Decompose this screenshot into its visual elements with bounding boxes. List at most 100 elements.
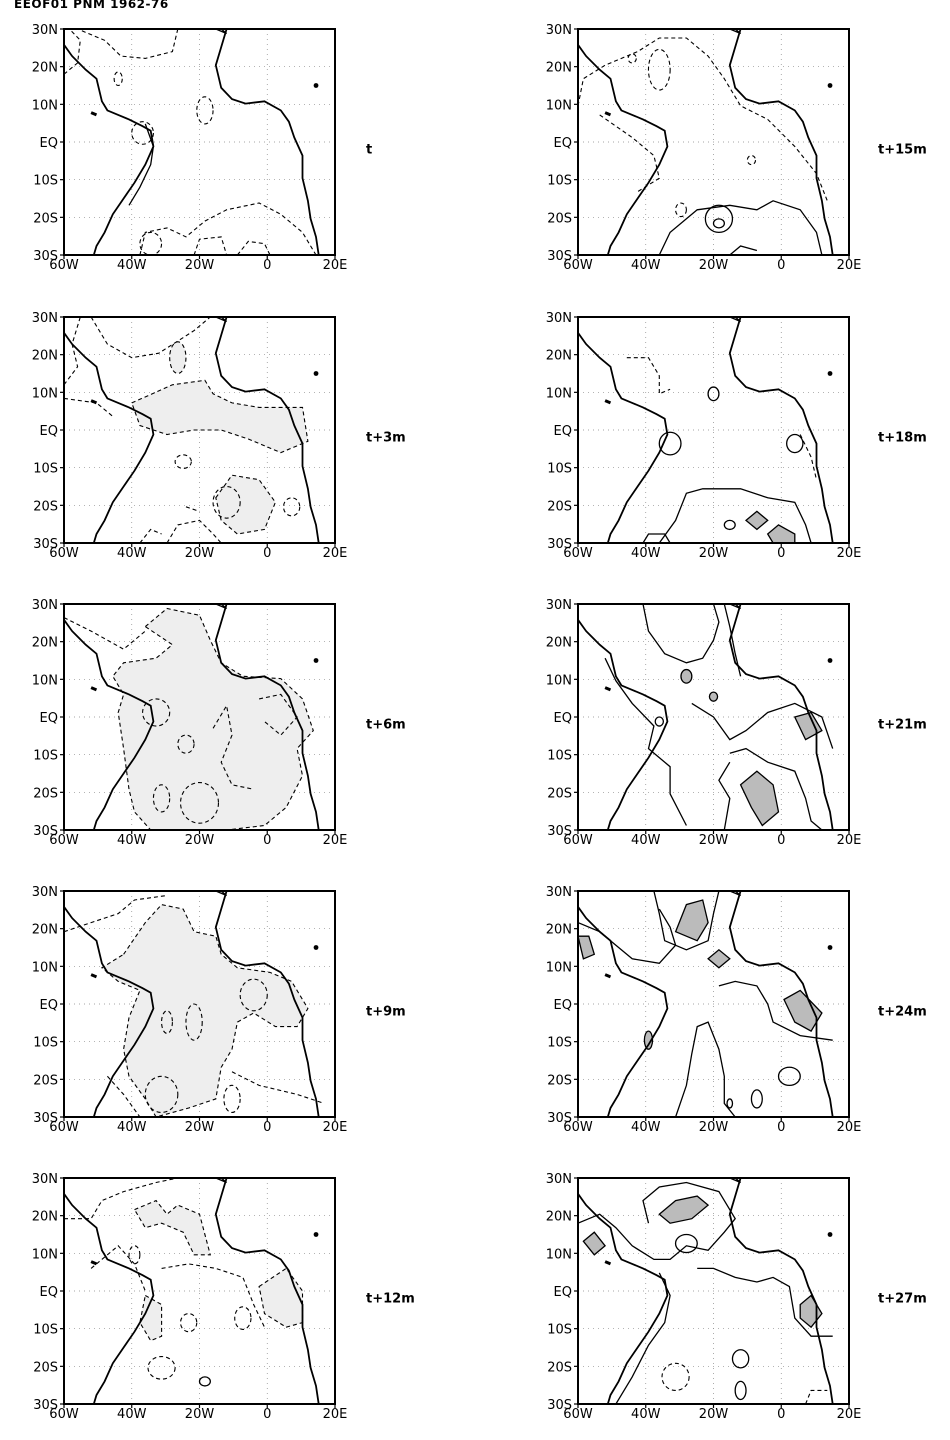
lat-tick-label: 30S	[33, 1111, 58, 1126]
lat-tick-label: 20S	[33, 1073, 58, 1088]
lat-tick-label: 20S	[547, 786, 572, 801]
lon-tick-label: 40W	[631, 1120, 661, 1135]
lat-tick-label: 20N	[546, 1210, 572, 1225]
lon-tick-label: 0	[777, 546, 785, 561]
lon-tick-label: 60W	[563, 1120, 593, 1135]
lon-tick-label: 20W	[185, 546, 215, 561]
lon-tick-label: 20W	[185, 258, 215, 273]
contours-t9	[64, 894, 325, 1117]
lat-tick-label: EQ	[554, 136, 572, 151]
contours-t27	[578, 1181, 833, 1404]
coastline-t21	[578, 604, 834, 830]
lat-tick-label: 10N	[32, 386, 58, 401]
contours-t15	[578, 37, 828, 255]
lat-tick-label: 30N	[32, 23, 58, 38]
lat-tick-label: 10S	[33, 1036, 58, 1051]
lat-tick-label: 10S	[547, 1036, 572, 1051]
lat-tick-label: 10N	[546, 98, 572, 113]
lat-tick-label: 20S	[33, 499, 58, 514]
lat-tick-label: 30S	[547, 249, 572, 264]
lon-tick-label: 0	[263, 1120, 271, 1135]
coastline-t18	[578, 317, 834, 543]
lat-tick-label: 30N	[32, 311, 58, 326]
lat-tick-label: 20N	[32, 61, 58, 76]
contours-t18	[626, 357, 818, 543]
lon-tick-label: 20E	[323, 833, 348, 848]
lon-tick-label: 0	[777, 258, 785, 273]
panel-label-t12: t+12m	[366, 1291, 415, 1306]
lon-tick-label: 20W	[699, 833, 729, 848]
lat-tick-label: 30N	[32, 598, 58, 613]
panel-label-t27: t+27m	[878, 1291, 927, 1306]
lon-tick-label: 0	[777, 833, 785, 848]
lat-tick-label: 10N	[32, 673, 58, 688]
lat-tick-label: 10N	[32, 1247, 58, 1262]
lon-tick-label: 20W	[699, 546, 729, 561]
lat-tick-label: EQ	[40, 1285, 58, 1300]
lon-tick-label: 20E	[837, 546, 862, 561]
coastline-t12	[64, 1178, 320, 1404]
lon-tick-label: 60W	[563, 1407, 593, 1422]
lat-tick-label: 20N	[32, 1210, 58, 1225]
lon-tick-label: 60W	[563, 833, 593, 848]
lat-tick-label: 30N	[32, 1172, 58, 1187]
contours-t21	[604, 604, 834, 830]
panel-label-t: t	[366, 142, 372, 157]
contours-t12	[64, 1178, 304, 1387]
lon-tick-label: 20W	[185, 1407, 215, 1422]
panel-label-t15: t+15m	[878, 142, 927, 157]
lat-tick-label: 10S	[547, 174, 572, 189]
lat-tick-label: 10S	[547, 1323, 572, 1338]
lat-tick-label: 10S	[547, 749, 572, 764]
lon-tick-label: 60W	[563, 258, 593, 273]
lat-tick-label: EQ	[554, 1285, 572, 1300]
lat-tick-label: 10N	[546, 673, 572, 688]
lon-tick-label: 40W	[631, 546, 661, 561]
lon-tick-label: 60W	[49, 1407, 79, 1422]
lon-tick-label: 60W	[563, 546, 593, 561]
coastline-t6	[64, 604, 320, 830]
lat-tick-label: 30S	[33, 249, 58, 264]
coastline-t	[64, 29, 320, 255]
panel-label-t21: t+21m	[878, 717, 927, 732]
lon-tick-label: 0	[263, 833, 271, 848]
lon-tick-label: 40W	[117, 258, 147, 273]
lat-tick-label: EQ	[554, 424, 572, 439]
lat-tick-label: EQ	[40, 998, 58, 1013]
lat-tick-label: 10S	[547, 462, 572, 477]
lon-tick-label: 20E	[837, 833, 862, 848]
lat-tick-label: 10S	[33, 174, 58, 189]
lat-tick-label: 20S	[547, 1360, 572, 1375]
lat-tick-label: 20S	[33, 786, 58, 801]
lat-tick-label: EQ	[554, 711, 572, 726]
lat-tick-label: 30N	[546, 311, 572, 326]
lat-tick-label: 20N	[546, 349, 572, 364]
lon-tick-label: 20E	[323, 258, 348, 273]
lat-tick-label: 20S	[547, 211, 572, 226]
lat-tick-label: 20S	[33, 211, 58, 226]
coastline-t9	[64, 891, 320, 1117]
lon-tick-label: 60W	[49, 546, 79, 561]
lat-tick-label: 30S	[547, 1111, 572, 1126]
lon-tick-label: 0	[777, 1407, 785, 1422]
lat-tick-label: 20N	[546, 636, 572, 651]
lat-tick-label: 30S	[547, 1398, 572, 1413]
lat-tick-label: 30N	[32, 885, 58, 900]
panel-label-t3: t+3m	[366, 430, 406, 445]
contours-t3	[64, 317, 309, 543]
lon-tick-label: 0	[777, 1120, 785, 1135]
lat-tick-label: 30N	[546, 23, 572, 38]
lat-tick-label: 30S	[547, 537, 572, 552]
lon-tick-label: 60W	[49, 1120, 79, 1135]
lat-tick-label: 20N	[546, 61, 572, 76]
lat-tick-label: 30S	[33, 824, 58, 839]
lat-tick-label: 30S	[33, 1398, 58, 1413]
coastline-t15	[578, 29, 834, 255]
panel-label-t9: t+9m	[366, 1004, 406, 1019]
